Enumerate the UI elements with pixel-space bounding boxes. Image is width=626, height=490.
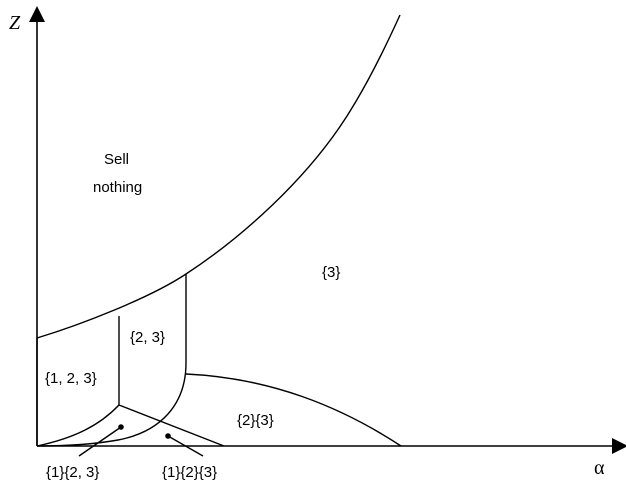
x-axis-label: α (594, 457, 605, 479)
lower-curve-123 (36, 404, 120, 447)
upper-boundary-curve (36, 14, 401, 339)
pointer-dot-1-23 (118, 424, 124, 430)
y-axis-label: Z (9, 12, 21, 34)
region-label-3: {3} (322, 264, 340, 281)
region-label-1-2-3-combined: {1, 2, 3} (45, 370, 97, 387)
region-label-1-separate-23: {1}{2, 3} (46, 464, 99, 481)
boundary-curve-23-right (36, 274, 187, 447)
pointer-line-1-23 (78, 426, 122, 457)
region-label-2-3: {2, 3} (130, 329, 165, 346)
region-label-all-separate: {1}{2}{3} (162, 464, 217, 481)
pointer-line-1-2-3 (167, 435, 204, 457)
pointer-dot-1-2-3 (165, 433, 171, 439)
region-label-sell-nothing-line1: Sell (104, 151, 129, 168)
diagonal-line-1-2-3 (118, 404, 225, 447)
boundary-curve-2-3 (185, 373, 402, 447)
region-label-sell-nothing-line2: nothing (93, 179, 142, 196)
region-label-2-separate-3: {2}{3} (237, 412, 274, 429)
